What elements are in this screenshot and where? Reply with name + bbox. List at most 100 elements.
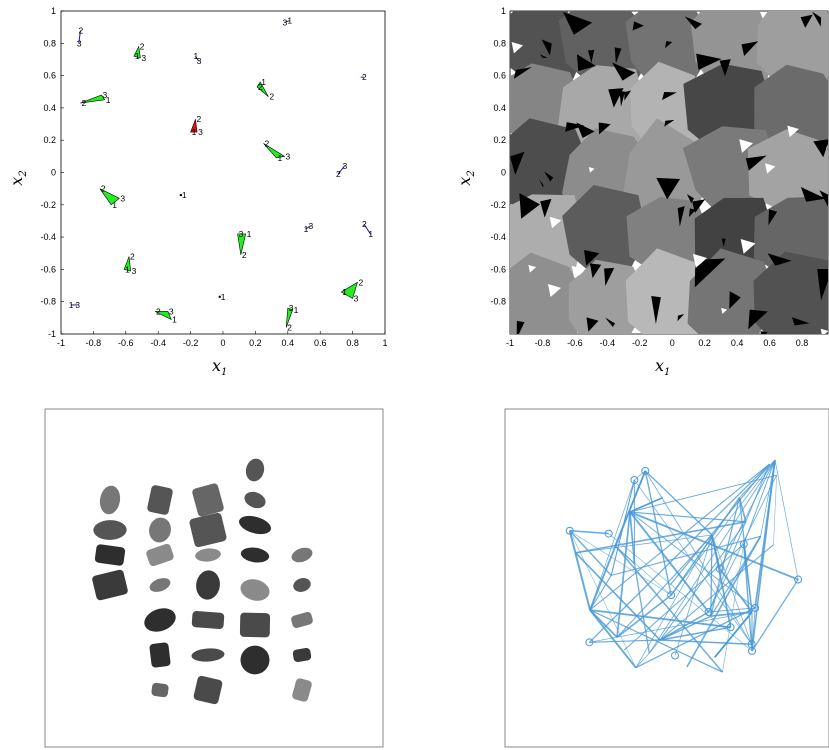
- graph-edge: [589, 611, 753, 643]
- graph-edge: [708, 463, 770, 613]
- vertex-label: 2: [358, 277, 363, 287]
- vertex-label: 1: [247, 229, 252, 239]
- graph-edge: [708, 475, 777, 613]
- dark-fragment: [586, 317, 599, 332]
- vertex-label: 1: [287, 16, 292, 26]
- graph-node: [604, 529, 613, 538]
- x-tick-label: 1: [382, 338, 387, 348]
- y-tick-label: 0.4: [493, 103, 506, 113]
- graph-edge: [575, 534, 713, 554]
- gallery-shape: [149, 517, 171, 543]
- white-gap: [528, 264, 537, 273]
- graph-edge: [616, 534, 713, 638]
- graph-edge: [774, 459, 799, 580]
- vertex-label: 1: [106, 95, 111, 105]
- dark-fragment: [684, 16, 702, 30]
- y-axis-label: x2: [455, 170, 477, 185]
- x-tick-label: 0.8: [346, 338, 359, 348]
- x-tick-labels: -1 -0.8 -0.6 -0.4 -0.2 0 0.2 0.4 0.6 0.8 1: [57, 331, 388, 348]
- dark-fragment: [677, 314, 685, 322]
- dark-fragment: [748, 309, 768, 330]
- vertex-label: 2: [265, 138, 270, 148]
- gallery-shape: [293, 578, 311, 592]
- white-gap: [588, 166, 595, 173]
- graph-edge: [751, 607, 756, 651]
- plot-area: [60, 10, 386, 335]
- triangle-mark: [340, 281, 358, 299]
- dark-fragment: [576, 54, 597, 72]
- graph-edge: [616, 511, 631, 638]
- dark-fragment: [745, 155, 767, 171]
- dark-fragment: [516, 320, 525, 334]
- y-tick-labels: 1 0.8 0.6 0.4 0.2 0 -0.2 -0.4 -0.6 -0.8: [490, 6, 506, 307]
- triangle-mark: [80, 94, 106, 104]
- y-tick-label: -0.8: [490, 297, 506, 307]
- dark-fragment: [510, 151, 525, 175]
- graph-edge: [614, 545, 724, 673]
- x-axis-label: x1: [212, 356, 227, 378]
- dark-fragment: [539, 54, 548, 58]
- y-tick-label: -0.2: [490, 200, 506, 210]
- graph-edge: [629, 511, 756, 609]
- gray-region: [753, 251, 828, 334]
- dark-fragment: [608, 88, 624, 108]
- gallery-shape: [193, 675, 223, 705]
- vertex-label: 1: [368, 229, 373, 239]
- vertex-label: 2: [81, 98, 86, 108]
- dark-fragment: [598, 122, 611, 135]
- y-tick-label: -0.8: [40, 297, 56, 307]
- x-tick-label: -0.8: [535, 338, 551, 348]
- y-tick-label: 0.8: [43, 38, 56, 48]
- gallery-shape: [92, 569, 128, 601]
- directed-graph-image: [504, 408, 829, 748]
- gallery-shape: [240, 579, 270, 601]
- y-tick-label: -0.6: [490, 264, 506, 274]
- x-tick-label: -1: [506, 338, 514, 348]
- y-tick-label: 0: [501, 168, 506, 178]
- graph-edge: [674, 534, 713, 656]
- graph-node: [630, 475, 639, 484]
- vertex-label: 1: [182, 190, 187, 200]
- vertex-label: 3: [308, 221, 313, 231]
- x-tick-label: 0.4: [282, 338, 295, 348]
- vertex-label: 2: [362, 219, 367, 229]
- dark-fragment: [662, 91, 677, 101]
- x-tick-label: -0.4: [150, 338, 166, 348]
- vertex-label: 1: [135, 51, 140, 61]
- gallery-shape: [94, 544, 126, 566]
- point-mark: [218, 295, 221, 299]
- dark-fragment: [689, 208, 696, 218]
- white-gap: [820, 328, 828, 334]
- vertex-label: 3: [197, 56, 202, 66]
- y-tick-label: -0.6: [40, 264, 56, 274]
- graph-node: [704, 608, 713, 617]
- graph-edge: [614, 470, 646, 547]
- dark-fragment: [544, 171, 554, 182]
- dark-fragment: [589, 263, 602, 279]
- graph-edge: [659, 626, 731, 641]
- triangle-mark: [154, 311, 172, 321]
- vertex-label: 2: [78, 25, 83, 35]
- gallery-shape: [192, 483, 224, 517]
- vertex-label: 2: [196, 114, 201, 124]
- vertex-label: 1: [261, 77, 266, 87]
- segment-mark: [337, 165, 345, 175]
- graph-edge: [589, 609, 637, 669]
- gallery-shape: [239, 612, 271, 638]
- graph-edge: [670, 459, 776, 596]
- x-tick-labels: -1 -0.8 -0.6 -0.4 -0.2 0 0.2 0.4 0.6 0.8: [506, 338, 808, 348]
- graph-edge: [568, 530, 591, 611]
- graph-edge: [743, 544, 753, 651]
- y-tick-label: 0.2: [43, 135, 56, 145]
- graph-edge: [569, 530, 672, 596]
- triangle-mark: [256, 81, 269, 97]
- vertex-label: 3: [169, 306, 174, 316]
- graph-edge: [751, 579, 799, 652]
- graph-node: [748, 646, 757, 655]
- x-tick-label: 0.6: [314, 338, 327, 348]
- dark-fragment: [624, 90, 632, 101]
- vertex-label: 1: [294, 305, 299, 315]
- gallery-shape: [239, 515, 271, 535]
- graph-edge: [669, 463, 770, 586]
